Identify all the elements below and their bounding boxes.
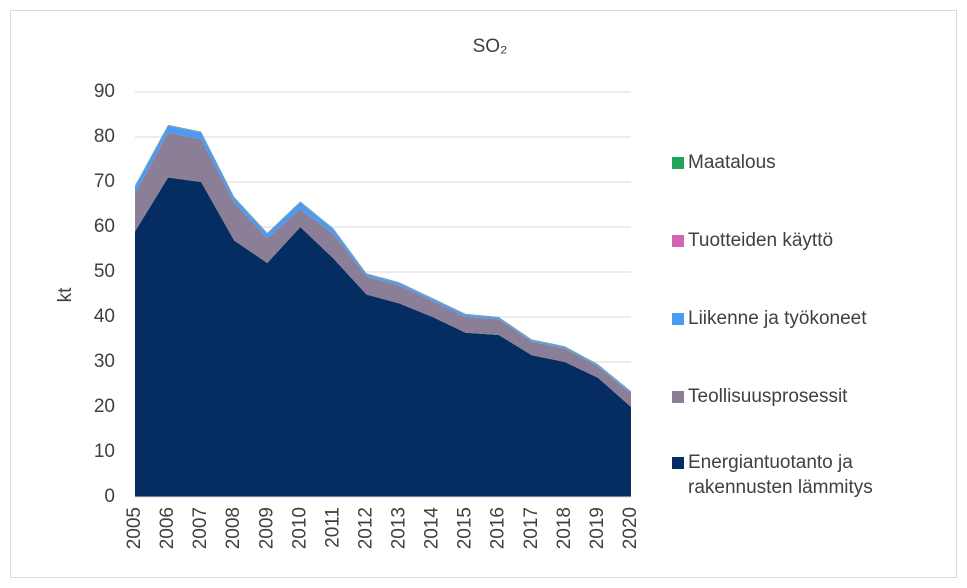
y-tick-label: 30 — [94, 351, 115, 372]
legend-label: Liikenne ja työkoneet — [688, 308, 867, 329]
x-tick-label: 2018 — [554, 507, 575, 549]
x-tick-label: 2019 — [587, 507, 608, 549]
legend-swatch — [672, 157, 684, 169]
legend-swatch — [672, 313, 684, 325]
x-tick-label: 2012 — [355, 507, 376, 549]
y-tick-label: 50 — [94, 261, 115, 282]
legend-swatch — [672, 235, 684, 247]
legend-item: Maatalous — [672, 150, 952, 175]
x-tick-label: 2020 — [620, 507, 641, 549]
x-tick-label: 2013 — [389, 507, 410, 549]
x-tick-label: 2014 — [422, 507, 443, 550]
x-tick-label: 2017 — [521, 507, 542, 549]
legend-item: Energiantuotanto ja rakennusten lämmitys — [672, 450, 952, 500]
x-tick-label: 2011 — [322, 507, 343, 548]
y-tick-label: 80 — [94, 126, 115, 147]
y-tick-label: 70 — [94, 171, 115, 192]
x-tick-label: 2015 — [455, 507, 476, 549]
y-tick-label: 40 — [94, 306, 115, 327]
y-tick-label: 20 — [94, 396, 115, 417]
legend-item: Tuotteiden käyttö — [672, 228, 952, 253]
legend-label: Energiantuotanto ja rakennusten lämmitys — [688, 452, 873, 498]
x-tick-label: 2008 — [223, 507, 244, 549]
legend-swatch — [672, 391, 684, 403]
x-tick-label: 2005 — [124, 507, 145, 549]
x-tick-label: 2009 — [256, 507, 277, 549]
legend-item: Liikenne ja työkoneet — [672, 306, 952, 331]
x-tick-label: 2010 — [289, 507, 310, 549]
y-axis-label: kt — [55, 287, 76, 303]
area — [135, 177, 631, 497]
x-tick-label: 2006 — [157, 507, 178, 549]
y-tick-label: 0 — [104, 486, 115, 507]
x-tick-label: 2007 — [190, 507, 211, 549]
y-tick-label: 90 — [94, 81, 115, 102]
chart-title: SO₂ — [473, 36, 508, 57]
y-tick-label: 10 — [94, 441, 115, 462]
legend-swatch — [672, 457, 684, 469]
x-tick-label: 2016 — [488, 507, 509, 549]
legend-item: Teollisuusprosessit — [672, 384, 952, 409]
y-tick-label: 60 — [94, 216, 115, 237]
legend-label: Teollisuusprosessit — [688, 386, 848, 407]
legend-label: Maatalous — [688, 152, 776, 173]
legend-label: Tuotteiden käyttö — [688, 230, 834, 251]
area — [135, 132, 631, 407]
